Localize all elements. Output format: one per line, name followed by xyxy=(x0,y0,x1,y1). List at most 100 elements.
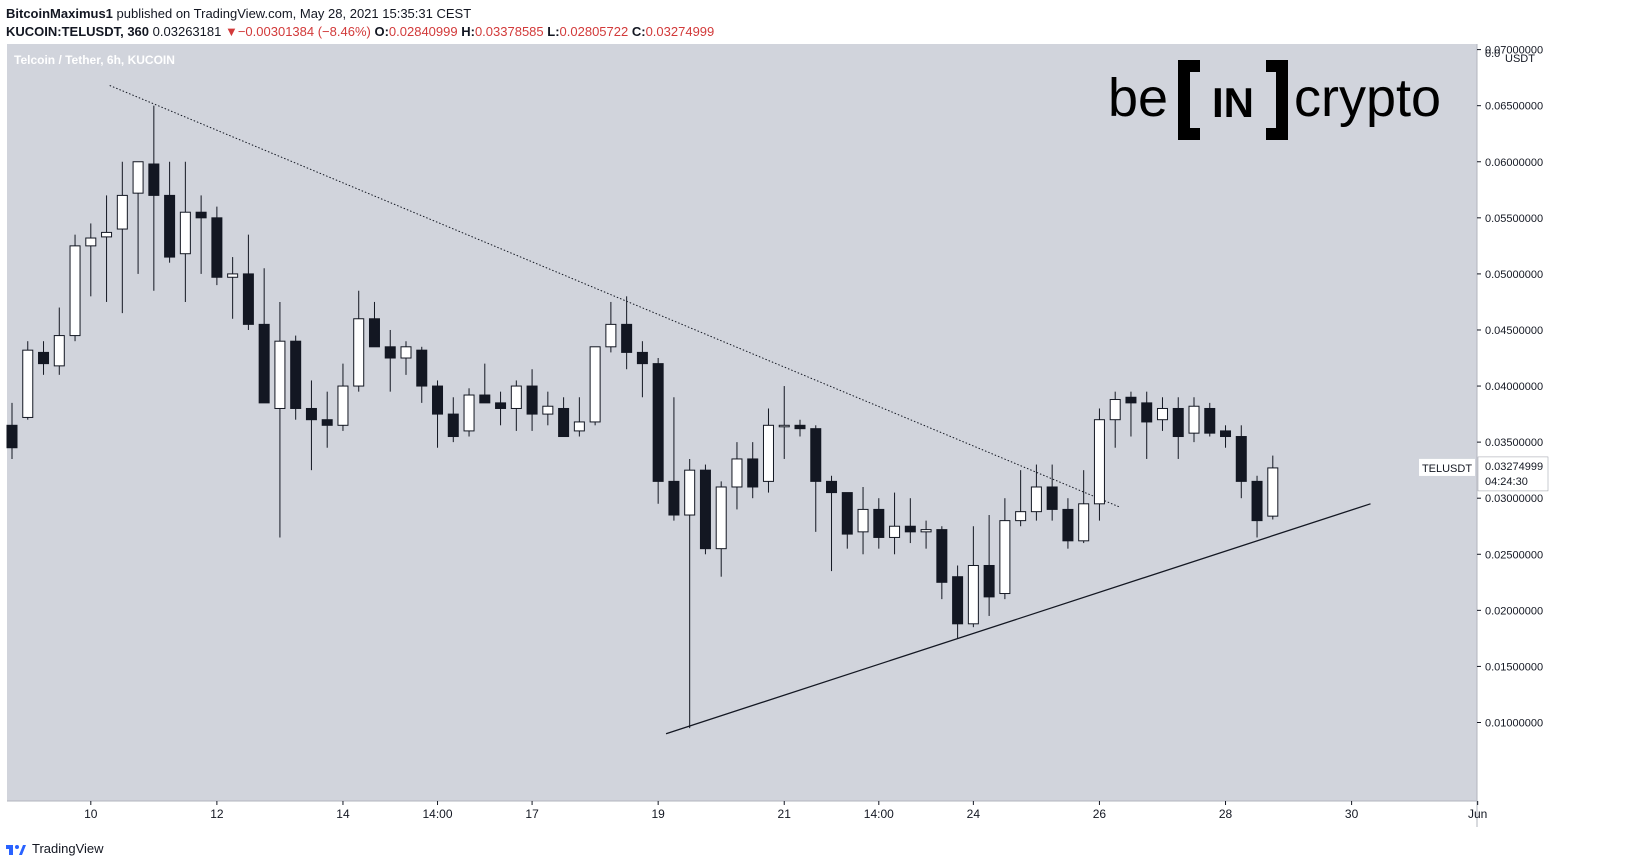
candle xyxy=(826,475,838,572)
high-value: 0.03378585 xyxy=(474,24,544,39)
time-axis[interactable] xyxy=(7,801,1477,827)
candle-body-up xyxy=(589,346,601,423)
tradingview-footer[interactable]: TradingView xyxy=(6,841,104,856)
price-axis[interactable] xyxy=(1477,44,1567,801)
candle xyxy=(684,458,696,729)
candle xyxy=(479,363,491,404)
candle xyxy=(1235,425,1247,499)
trendline-support[interactable] xyxy=(665,503,1371,735)
candle-body-down xyxy=(1172,407,1184,438)
candle xyxy=(699,464,711,555)
tradingview-brand: TradingView xyxy=(32,841,104,856)
candle xyxy=(668,397,680,521)
candle-body-up xyxy=(684,469,696,516)
candle xyxy=(794,419,806,437)
price-tick-label: 0.04500000 xyxy=(1485,325,1543,337)
candle xyxy=(983,515,995,616)
candle xyxy=(526,369,538,431)
candle xyxy=(1125,391,1137,437)
candle-body-down xyxy=(148,163,160,196)
candle xyxy=(920,520,932,549)
candle xyxy=(258,268,270,404)
candle xyxy=(495,391,507,426)
candle xyxy=(621,296,633,370)
time-tick-label: 12 xyxy=(210,807,224,821)
candle-body-down xyxy=(558,407,570,438)
candle-body-up xyxy=(227,273,239,278)
symbol-ohlc-line: KUCOIN:TELUSDT, 360 0.03263181 ▼−0.00301… xyxy=(6,24,714,40)
candle xyxy=(22,341,34,420)
candle xyxy=(636,341,648,398)
becrypto-logo: be IN crypto xyxy=(1108,60,1441,140)
candle-body-up xyxy=(1078,503,1090,542)
price-tick-label: 0.03000000 xyxy=(1485,493,1543,505)
candle-body-up xyxy=(1093,419,1105,505)
candle xyxy=(841,492,853,549)
candle-body-down xyxy=(432,385,444,415)
time-tick-label: 28 xyxy=(1219,807,1233,821)
candle xyxy=(904,498,916,544)
candle-body-up xyxy=(1030,486,1042,513)
time-tick-label: 24 xyxy=(967,807,981,821)
candle-body-up xyxy=(731,458,743,488)
candle xyxy=(589,346,601,426)
candle xyxy=(936,526,948,600)
last-price: 0.03263181 xyxy=(152,24,222,39)
author-name[interactable]: BitcoinMaximus1 xyxy=(6,6,113,21)
candle-body-up xyxy=(1267,467,1279,517)
candle-body-down xyxy=(1251,480,1263,522)
candle xyxy=(432,380,444,448)
candle-body-up xyxy=(1156,407,1168,421)
candle xyxy=(179,161,191,302)
watermark-crypto: crypto xyxy=(1294,68,1441,128)
candle xyxy=(1078,470,1090,544)
publish-header: BitcoinMaximus1 published on TradingView… xyxy=(6,6,471,22)
candle-body-up xyxy=(762,424,774,482)
candle xyxy=(242,234,254,330)
candle xyxy=(873,498,885,549)
candle-body-down xyxy=(983,564,995,598)
candle xyxy=(510,380,522,431)
candle-body-down xyxy=(368,318,380,348)
candle-body-up xyxy=(1015,511,1027,522)
candle xyxy=(305,380,317,471)
price-tag-bg xyxy=(1477,456,1549,492)
candle-body-up xyxy=(53,335,65,367)
candle-body-up xyxy=(400,346,412,359)
candle xyxy=(762,408,774,493)
candle-body-down xyxy=(794,424,806,430)
candle-body-down xyxy=(321,419,333,426)
candle-body-up xyxy=(132,161,144,194)
candle-body-down xyxy=(810,428,822,482)
price-tick-label: 0.05500000 xyxy=(1485,213,1543,225)
candle-body-up xyxy=(463,394,475,432)
candle xyxy=(116,161,128,314)
candle xyxy=(1188,397,1200,443)
close-label: C: xyxy=(631,24,646,39)
change-value: −0.00301384 (−8.46%) xyxy=(237,24,371,39)
candle-body-down xyxy=(826,480,838,494)
candle-body-up xyxy=(1188,405,1200,434)
candle-body-down xyxy=(936,529,948,583)
candle xyxy=(321,391,333,448)
price-tick-label: 0.05000000 xyxy=(1485,269,1543,281)
trendline-resistance[interactable] xyxy=(109,85,1121,508)
candle xyxy=(38,341,50,375)
candle-body-down xyxy=(1235,436,1247,482)
down-arrow-icon: ▼ xyxy=(224,24,238,39)
time-tick-label: 19 xyxy=(651,807,665,821)
candle-body-down xyxy=(952,576,964,625)
candle-body-down xyxy=(195,211,207,219)
candle-body-down xyxy=(211,217,223,278)
candle-body-up xyxy=(101,231,113,238)
candle-body-up xyxy=(116,194,128,230)
price-tick-label: 0.04000000 xyxy=(1485,381,1543,393)
price-axis-ticks: 0.01000000 0.01500000 0.02000000 0.02500000… xyxy=(1477,45,1543,729)
candle xyxy=(1015,470,1027,527)
candle-body-up xyxy=(889,525,901,538)
candle-body-down xyxy=(526,385,538,415)
time-tick-label: 14:00 xyxy=(423,807,453,821)
candle xyxy=(715,481,727,577)
candle xyxy=(384,329,396,392)
